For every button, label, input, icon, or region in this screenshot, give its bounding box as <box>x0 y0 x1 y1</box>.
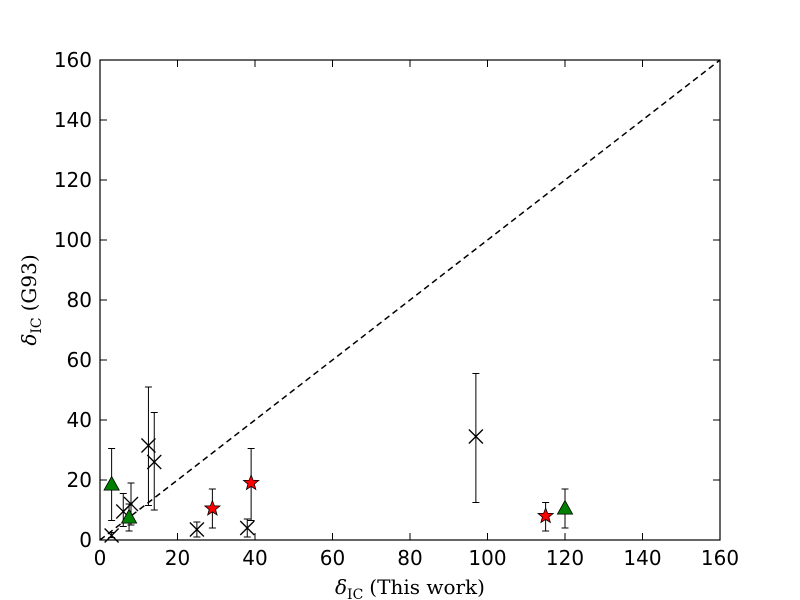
x-tick-label: 40 <box>242 546 267 570</box>
x-tick-label: 100 <box>468 546 506 570</box>
y-tick-label: 60 <box>67 348 92 372</box>
x-tick-label: 80 <box>397 546 422 570</box>
data-point-cross <box>468 429 484 444</box>
data-point-cross <box>189 522 205 537</box>
y-axis-label: δIC (G93) <box>17 254 45 345</box>
data-point-star <box>536 506 555 524</box>
tick-layer: 0 20 40 60 80 100 120 140 160 0 20 40 60 80 100 120 140 1… <box>54 48 739 570</box>
x-tick-label: 20 <box>165 546 190 570</box>
y-axis-label-subscript: IC <box>29 317 45 333</box>
y-tick-label: 0 <box>79 528 92 552</box>
x-tick-label: 160 <box>701 546 739 570</box>
y-tick-label: 20 <box>67 468 92 492</box>
data-point-cross <box>140 438 156 453</box>
data-point-cross <box>146 454 162 470</box>
error-bar <box>472 373 480 503</box>
x-axis-label-symbol: δ <box>335 575 347 599</box>
x-tick-label: 0 <box>94 546 107 570</box>
data-point-triangle <box>120 508 138 524</box>
y-axis-label-text: (G93) <box>17 254 41 311</box>
y-tick-label: 160 <box>54 48 92 72</box>
errorbar-layer <box>108 373 569 539</box>
y-tick-label: 120 <box>54 168 92 192</box>
x-tick-label: 140 <box>623 546 661 570</box>
data-point-triangle <box>556 499 574 515</box>
data-point-triangle <box>103 475 120 491</box>
y-tick-label: 80 <box>67 288 92 312</box>
y-tick-label: 140 <box>54 108 92 132</box>
data-point-star <box>242 473 260 491</box>
x-axis-label-text: (This work) <box>369 575 485 599</box>
data-point-star <box>203 499 222 516</box>
y-tick-label: 100 <box>54 228 92 252</box>
x-axis-label-subscript: IC <box>347 587 363 600</box>
y-tick-label: 40 <box>67 408 92 432</box>
identity-reference-line <box>99 59 721 541</box>
x-axis-label: δIC (This work) <box>335 575 485 600</box>
marker-layer <box>103 429 574 543</box>
data-point-cross <box>239 520 255 536</box>
y-axis-label-symbol: δ <box>17 334 41 346</box>
data-point-cross <box>123 496 139 512</box>
x-tick-label: 60 <box>320 546 345 570</box>
x-tick-label: 120 <box>546 546 584 570</box>
